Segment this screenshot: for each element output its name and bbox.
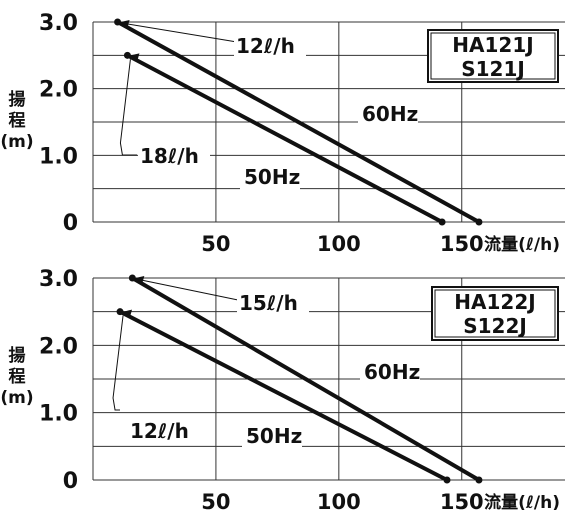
- model-label: S122J: [463, 314, 527, 338]
- series-line-60Hz: [131, 276, 480, 482]
- series-label-bg: [242, 423, 302, 449]
- annotation-arrowhead: [130, 53, 140, 61]
- series-label: 60Hz: [364, 360, 420, 384]
- x-axis-label: 流量(ℓ/h): [484, 234, 560, 255]
- series-end-point: [438, 218, 446, 226]
- model-box-border: [427, 29, 559, 83]
- annotation-arrowhead: [120, 20, 130, 27]
- annotation-arrowhead: [135, 276, 145, 283]
- series-label: 50Hz: [244, 165, 300, 189]
- annotation-label-bg: [138, 143, 210, 168]
- annotation-label-bg: [237, 290, 309, 315]
- series-label: 60Hz: [362, 102, 418, 126]
- chart-2: 0 1.0 2.0 3.0 50 100 150 流量(ℓ/h) 揚程(m) HA122JS122…: [0, 267, 565, 510]
- series-start-point: [128, 274, 136, 282]
- x-tick-label: 50: [201, 232, 230, 256]
- model-box-inner: [430, 32, 556, 80]
- y-tick-label: 0: [63, 211, 78, 236]
- annotation-leader: [112, 315, 124, 411]
- annotation-label: 12ℓ/h: [130, 419, 189, 443]
- annotation-leader: [121, 22, 238, 43]
- x-tick-label: 150: [440, 490, 484, 510]
- series-label: 50Hz: [246, 424, 302, 448]
- y-tick-label: 3.0: [39, 267, 78, 292]
- x-tick-label: 50: [201, 490, 230, 510]
- series-line-50Hz: [119, 309, 448, 482]
- annotation-label: 15ℓ/h: [239, 291, 298, 315]
- series-end-point: [443, 476, 451, 484]
- annotation-leader: [119, 59, 137, 156]
- series-label-bg: [358, 101, 418, 127]
- annotation-label: 18ℓ/h: [140, 144, 199, 168]
- y-tick-label: 2.0: [39, 78, 78, 103]
- annotation-leader: [136, 278, 239, 301]
- model-label: HA121J: [452, 33, 533, 57]
- x-tick-label: 150: [440, 232, 484, 256]
- model-box-border: [431, 286, 559, 341]
- series-label-bg: [360, 359, 420, 385]
- x-axis-label: 流量(ℓ/h): [484, 492, 560, 510]
- y-tick-label: 2.0: [39, 334, 78, 359]
- y-tick-label: 1.0: [39, 144, 78, 169]
- y-axis-label: 揚程(m): [0, 346, 33, 408]
- y-tick-label: 1.0: [39, 402, 78, 427]
- series-line-50Hz: [126, 53, 444, 224]
- model-label: S121J: [461, 57, 525, 81]
- series-label-bg: [240, 164, 300, 190]
- series-start-point: [114, 18, 122, 26]
- annotation-arrowhead: [123, 309, 133, 317]
- y-tick-label: 0: [63, 469, 78, 494]
- series-end-point: [475, 218, 483, 226]
- series-start-point: [116, 308, 124, 316]
- annotation-label: 12ℓ/h: [236, 34, 295, 58]
- model-label: HA122J: [454, 290, 535, 314]
- series-end-point: [475, 476, 483, 484]
- model-box-inner: [434, 289, 556, 338]
- annotation-label-bg: [234, 33, 306, 58]
- x-tick-label: 100: [317, 232, 361, 256]
- annotation-label-bg: [128, 418, 200, 443]
- y-axis-label: 揚程(m): [0, 90, 33, 152]
- chart-1: 0 1.0 2.0 3.0 50 100 150 流量(ℓ/h) 揚程(m) HA121JS121…: [0, 11, 565, 256]
- y-tick-label: 3.0: [39, 11, 78, 36]
- x-tick-label: 100: [317, 490, 361, 510]
- series-start-point: [123, 51, 131, 59]
- series-line-60Hz: [116, 20, 480, 224]
